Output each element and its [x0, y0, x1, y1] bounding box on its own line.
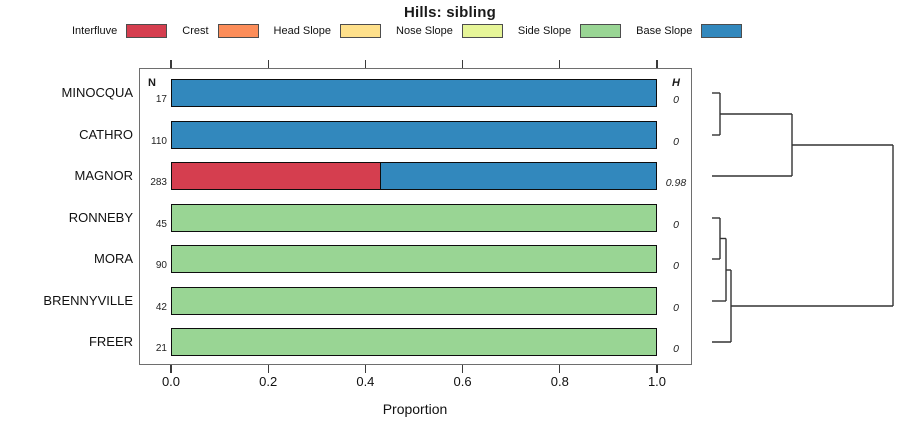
row-label-magnor: MAGNOR: [74, 168, 134, 183]
n-value-minocqua: 17: [155, 94, 167, 105]
legend: Interfluve Crest Head Slope Nose Slope Side …: [72, 24, 743, 38]
bar-brennyville: [171, 287, 657, 315]
h-value-mora: 0: [673, 260, 679, 272]
x-tick: [461, 365, 464, 373]
x-tick-label: 1.0: [647, 374, 667, 389]
row-label-ronneby: RONNEBY: [68, 210, 133, 225]
n-column-header: N: [148, 77, 156, 89]
x-tick-label: 0.6: [453, 374, 472, 389]
n-value-freer: 21: [155, 343, 167, 354]
legend-item-crest: Crest: [182, 24, 259, 38]
legend-item-label: Head Slope: [273, 25, 332, 37]
x-tick: [364, 365, 367, 373]
legend-item-nose-slope: Nose Slope: [396, 24, 503, 38]
x-tick-label: 0.4: [356, 374, 375, 389]
bar-segment-side-slope: [172, 205, 656, 231]
n-value-ronneby: 45: [155, 219, 167, 230]
row-label-freer: FREER: [88, 334, 133, 349]
x-tick-top: [364, 60, 367, 68]
h-value-magnor: 0.98: [665, 177, 687, 189]
bar-segment-side-slope: [172, 288, 656, 314]
legend-swatch-interfluve: [126, 24, 168, 38]
h-value-cathro: 0: [673, 136, 679, 148]
x-tick: [170, 365, 172, 373]
x-tick-label: 0.2: [259, 374, 278, 389]
h-column-header: H: [672, 77, 680, 89]
n-value-cathro: 110: [151, 136, 167, 147]
x-tick-top: [461, 60, 464, 68]
bar-mora: [171, 245, 657, 273]
x-tick-top: [559, 60, 561, 68]
legend-item-base-slope: Base Slope: [636, 24, 743, 38]
bar-segment-base-slope: [172, 80, 656, 106]
bar-segment-side-slope: [172, 246, 656, 272]
row-label-cathro: CATHRO: [79, 127, 133, 142]
legend-item-label: Interfluve: [72, 25, 118, 37]
legend-item-side-slope: Side Slope: [517, 24, 622, 38]
legend-item-label: Crest: [182, 25, 209, 37]
legend-swatch-head-slope: [340, 24, 382, 38]
h-value-ronneby: 0: [673, 219, 679, 231]
n-value-magnor: 283: [150, 177, 167, 188]
x-tick: [559, 365, 561, 373]
x-tick: [656, 365, 658, 373]
bar-minocqua: [171, 79, 657, 107]
legend-item-label: Base Slope: [636, 25, 693, 37]
x-tick: [267, 365, 269, 373]
x-tick-label: 0.8: [550, 374, 569, 389]
bar-freer: [171, 328, 657, 356]
h-value-minocqua: 0: [673, 94, 679, 106]
legend-swatch-base-slope: [701, 24, 743, 38]
n-value-mora: 90: [155, 260, 167, 271]
n-value-brennyville: 42: [155, 302, 167, 313]
x-tick-top: [656, 60, 658, 68]
bar-segment-interfluve: [172, 163, 381, 189]
bar-segment-base-slope: [172, 122, 656, 148]
x-tick-top: [170, 60, 172, 68]
bar-segment-side-slope: [172, 329, 656, 355]
legend-swatch-crest: [217, 24, 259, 38]
row-label-brennyville: BRENNYVILLE: [43, 293, 133, 308]
h-value-freer: 0: [673, 343, 679, 355]
x-tick-top: [267, 60, 269, 68]
legend-item-label: Nose Slope: [396, 25, 453, 37]
legend-swatch-nose-slope: [461, 24, 503, 38]
x-axis-label: Proportion: [382, 401, 448, 417]
bar-magnor: [171, 162, 657, 190]
h-value-brennyville: 0: [673, 302, 679, 314]
x-tick-label: 0.0: [161, 374, 181, 389]
legend-item-label: Side Slope: [517, 25, 572, 37]
chart-title: Hills: sibling: [404, 4, 496, 21]
bar-segment-base-slope: [380, 163, 656, 189]
bar-ronneby: [171, 204, 657, 232]
legend-item-head-slope: Head Slope: [274, 24, 382, 38]
legend-swatch-side-slope: [580, 24, 622, 38]
bar-cathro: [171, 121, 657, 149]
legend-item-interfluve: Interfluve: [72, 24, 168, 38]
row-label-mora: MORA: [94, 251, 133, 266]
row-label-minocqua: MINOCQUA: [61, 85, 134, 100]
